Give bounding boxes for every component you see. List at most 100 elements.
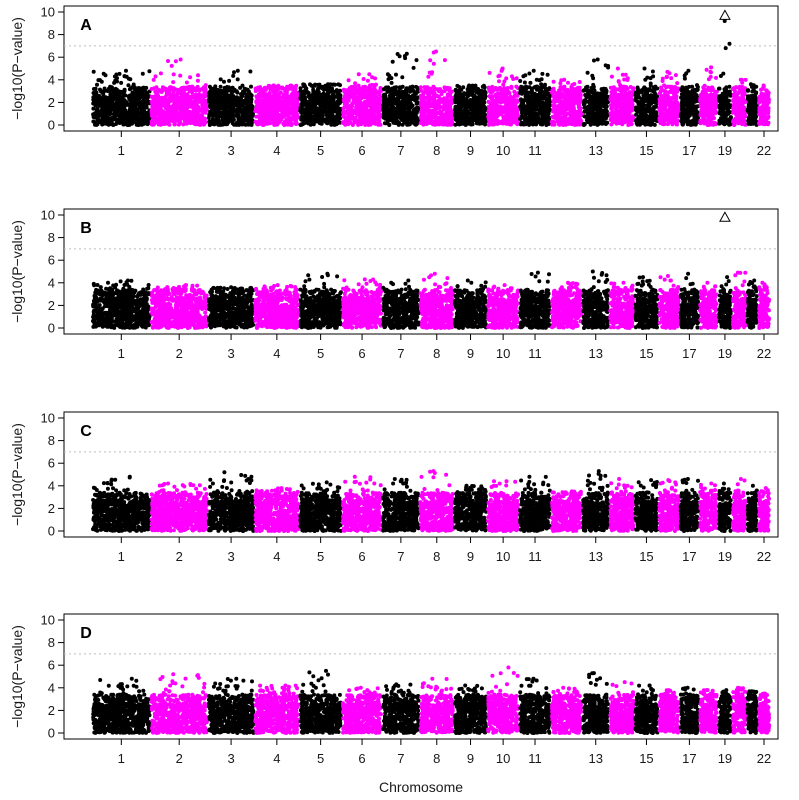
snp-point [338, 101, 342, 105]
snp-point [203, 100, 207, 104]
snp-point [374, 83, 378, 87]
snp-point [490, 120, 494, 124]
x-tick-label: 13 [589, 143, 603, 158]
snp-point [506, 86, 510, 90]
snp-point [127, 94, 131, 98]
snp-point [282, 93, 286, 97]
snp-point [154, 110, 158, 114]
snp-point [448, 105, 452, 109]
snp-point [344, 103, 348, 107]
snp-point [102, 72, 106, 76]
snp-point [225, 85, 229, 89]
snp-point [497, 79, 501, 83]
snp-point [93, 100, 97, 104]
snp-point [387, 102, 391, 106]
snp-point [396, 98, 400, 102]
snp-point [164, 106, 168, 110]
snp-point [419, 85, 423, 89]
snp-point [211, 103, 215, 107]
snp-point [231, 74, 235, 78]
snp-point [249, 113, 253, 117]
snp-point [134, 116, 138, 120]
snp-point [383, 117, 387, 121]
chromosome-2-points [150, 58, 209, 127]
snp-point [91, 107, 95, 111]
snp-point [502, 79, 506, 83]
snp-point [318, 116, 322, 120]
snp-point [327, 91, 331, 95]
snp-point [99, 103, 103, 107]
snp-point [437, 111, 441, 115]
snp-point [503, 118, 507, 122]
snp-point [154, 74, 158, 78]
snp-point [267, 100, 271, 104]
snp-point [144, 99, 148, 103]
snp-point [210, 122, 214, 126]
snp-point [240, 118, 244, 122]
y-tick-label: 10 [41, 5, 55, 20]
snp-point [244, 123, 248, 127]
snp-point [109, 101, 113, 105]
snp-point [390, 87, 394, 91]
snp-point [473, 95, 477, 99]
snp-point [161, 85, 165, 89]
snp-point [481, 85, 485, 89]
snp-point [289, 123, 293, 127]
snp-point [442, 105, 446, 109]
snp-point [367, 109, 371, 113]
snp-point [254, 109, 258, 113]
peak-snp-point [124, 69, 128, 73]
snp-point [499, 106, 503, 110]
snp-point [183, 100, 187, 104]
snp-point [191, 115, 195, 119]
snp-point [472, 104, 476, 108]
snp-point [391, 97, 395, 101]
x-tick-label: 19 [718, 143, 732, 158]
snp-point [257, 114, 261, 118]
snp-point [171, 94, 175, 98]
snp-point [215, 88, 219, 92]
snp-point [366, 99, 370, 103]
snp-point [404, 116, 408, 120]
snp-point [431, 85, 435, 89]
snp-point [353, 81, 357, 85]
snp-point [147, 69, 151, 73]
snp-point [471, 114, 475, 118]
snp-point [391, 93, 395, 97]
snp-point [173, 98, 177, 102]
snp-point [454, 88, 458, 92]
x-tick-label: 10 [496, 143, 510, 158]
snp-point [92, 87, 96, 91]
snp-point [447, 88, 451, 92]
snp-point [338, 83, 342, 87]
chromosome-4-points [254, 84, 301, 128]
snp-point [374, 117, 378, 121]
snp-point [131, 120, 135, 124]
snp-point [438, 106, 442, 110]
snp-point [407, 107, 411, 111]
snp-point [394, 117, 398, 121]
snp-point [95, 83, 99, 87]
snp-point [514, 103, 518, 107]
snp-point [226, 118, 230, 122]
snp-point [177, 104, 181, 108]
snp-point [412, 66, 416, 70]
snp-point [154, 97, 158, 101]
snp-point [392, 114, 396, 118]
snp-point [172, 111, 176, 115]
snp-point [442, 117, 446, 121]
snp-point [92, 70, 96, 74]
snp-point [132, 106, 136, 110]
snp-point [166, 59, 170, 63]
snp-point [395, 92, 399, 96]
snp-point [258, 85, 262, 89]
snp-point [387, 90, 391, 94]
snp-point [302, 103, 306, 107]
snp-point [275, 123, 279, 127]
snp-point [121, 115, 125, 119]
x-tick-label: 6 [358, 143, 365, 158]
snp-point [171, 80, 175, 84]
x-tick-label: 22 [757, 143, 771, 158]
snp-point [263, 100, 267, 104]
snp-point [513, 93, 517, 97]
